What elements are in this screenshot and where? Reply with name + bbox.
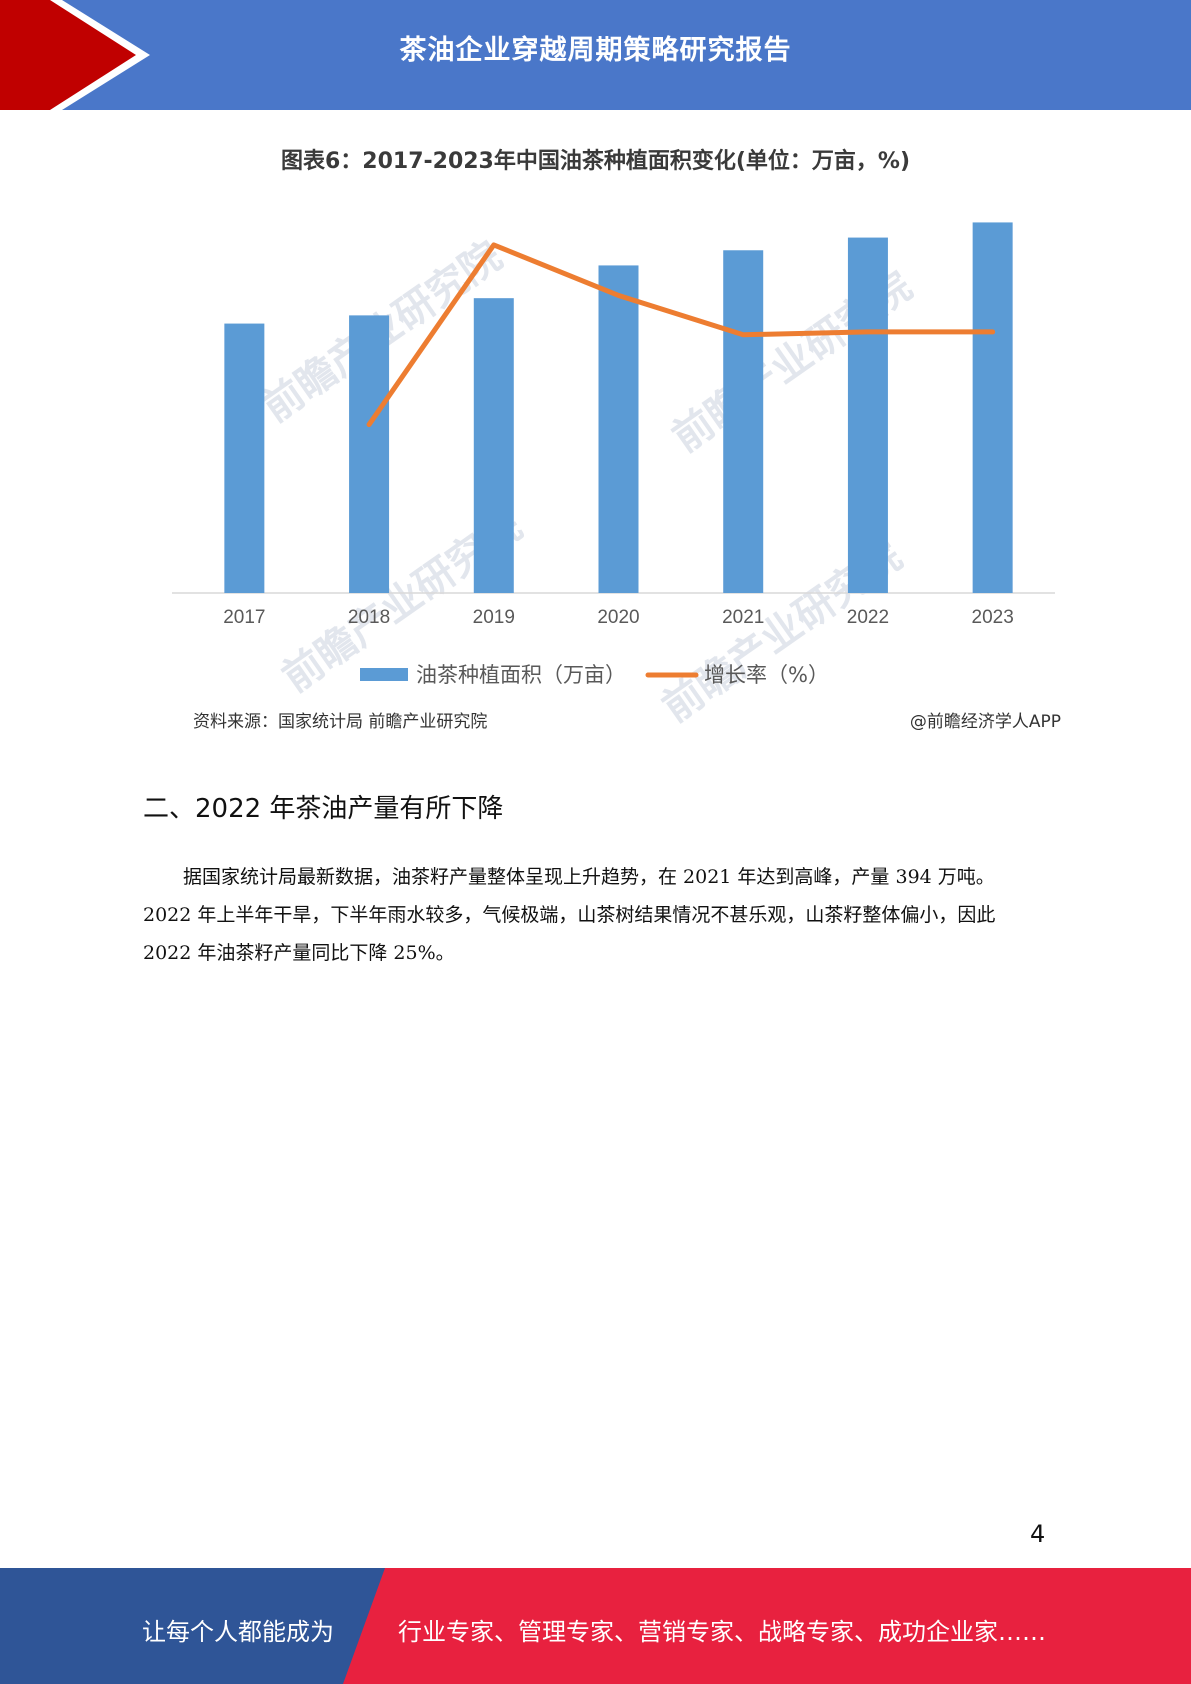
bar xyxy=(473,298,514,593)
x-tick-label: 2022 xyxy=(847,607,889,628)
x-tick-label: 2018 xyxy=(348,607,390,628)
legend-label-growth: 增长率（%） xyxy=(704,663,829,687)
body-text: 据国家统计局最新数据，油茶籽产量整体呈现上升趋势，在 2021 年达到高峰，产量… xyxy=(143,858,1033,972)
figure-credit: @前瞻经济学人APP xyxy=(909,712,1061,732)
planting-area-chart: 2017 2018 2019 2020 2021 2022 2023 油茶种植面积（万亩） 增长… xyxy=(170,200,1070,730)
footer-background xyxy=(0,1568,1191,1684)
x-tick-label: 2023 xyxy=(972,607,1014,628)
bar xyxy=(224,323,265,593)
x-tick-label: 2019 xyxy=(473,607,515,628)
x-tick-label: 2021 xyxy=(722,607,764,628)
bar xyxy=(847,237,888,593)
legend-label-area: 油茶种植面积（万亩） xyxy=(416,663,626,687)
page-number: 4 xyxy=(1030,1520,1046,1548)
header-red-arrow xyxy=(0,0,150,110)
x-tick-label: 2020 xyxy=(597,607,639,628)
report-title: 茶油企业穿越周期策略研究报告 xyxy=(399,35,792,66)
page-footer: 让每个人都能成为 行业专家、管理专家、营销专家、战略专家、成功企业家…… xyxy=(0,1568,1191,1684)
figure-source: 资料来源：国家统计局 前瞻产业研究院 xyxy=(193,712,488,732)
chart-svg: 2017 2018 2019 2020 2021 2022 2023 油茶种植面积（万亩） 增长… xyxy=(172,222,1055,687)
footer-slogan-right: 行业专家、管理专家、营销专家、战略专家、成功企业家…… xyxy=(398,1618,1046,1646)
page-header: 茶油企业穿越周期策略研究报告 xyxy=(0,0,1191,110)
x-tick-label: 2017 xyxy=(223,607,265,628)
bar xyxy=(598,265,639,593)
bar xyxy=(349,315,390,593)
growth-rate-line xyxy=(366,242,996,428)
bar xyxy=(723,250,764,594)
section-heading: 二、2022 年茶油产量有所下降 xyxy=(143,794,504,824)
legend-swatch-area xyxy=(360,668,408,681)
bar xyxy=(972,222,1013,593)
chart-title: 图表6：2017-2023年中国油茶种植面积变化(单位：万亩，%) xyxy=(280,149,911,174)
body-paragraph: 据国家统计局最新数据，油茶籽产量整体呈现上升趋势，在 2021 年达到高峰，产量… xyxy=(143,866,996,964)
footer-slogan-left: 让每个人都能成为 xyxy=(142,1618,334,1646)
